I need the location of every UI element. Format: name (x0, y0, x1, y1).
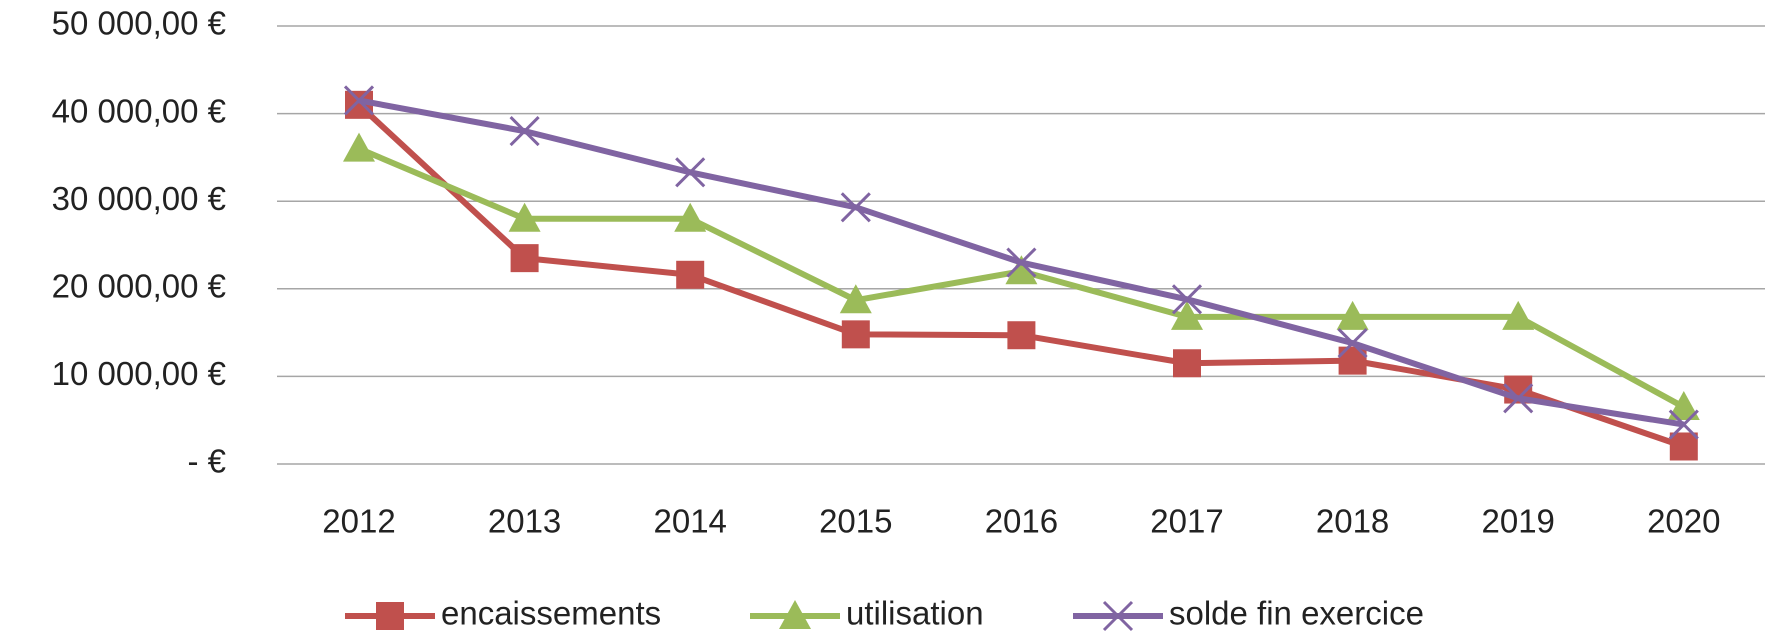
marker (1007, 321, 1036, 350)
x-tick-label: 2012 (322, 503, 395, 540)
marker (676, 260, 705, 289)
marker (1669, 432, 1698, 461)
y-tick-label: - € (187, 443, 226, 480)
marker (839, 284, 872, 314)
marker (841, 320, 870, 349)
legend-marker (376, 602, 404, 630)
marker (675, 157, 706, 188)
marker (509, 116, 540, 147)
marker (1502, 300, 1535, 330)
marker (1006, 247, 1037, 278)
x-tick-label: 2014 (653, 503, 726, 540)
marker (510, 244, 539, 273)
marker (1173, 349, 1201, 378)
marker (1503, 383, 1534, 414)
x-tick-label: 2016 (985, 503, 1058, 540)
y-tick-label: 50 000,00 € (52, 5, 226, 42)
legend-label: utilisation (846, 595, 984, 632)
y-tick-label: 20 000,00 € (52, 268, 226, 305)
x-tick-label: 2015 (819, 503, 892, 540)
marker (1337, 328, 1368, 359)
x-tick-label: 2019 (1481, 503, 1554, 540)
marker (343, 85, 375, 116)
legend-marker (1102, 600, 1134, 632)
marker (1171, 284, 1203, 315)
marker (343, 132, 375, 162)
x-tick-label: 2017 (1150, 503, 1223, 540)
x-tick-label: 2020 (1647, 503, 1720, 540)
legend-label: solde fin exercice (1169, 595, 1424, 632)
marker (674, 202, 707, 232)
marker (840, 192, 871, 223)
marker (1336, 300, 1369, 330)
y-tick-label: 10 000,00 € (52, 355, 226, 392)
x-tick-label: 2013 (488, 503, 561, 540)
marker (1005, 255, 1038, 285)
x-tick-label: 2018 (1316, 503, 1389, 540)
marker (1171, 300, 1203, 330)
y-tick-label: 30 000,00 € (52, 180, 226, 217)
marker (1668, 409, 1699, 440)
marker (508, 202, 541, 232)
legend-label: encaissements (441, 595, 661, 632)
marker (1667, 391, 1700, 421)
y-tick-label: 40 000,00 € (52, 92, 226, 129)
legend-marker (779, 600, 811, 629)
